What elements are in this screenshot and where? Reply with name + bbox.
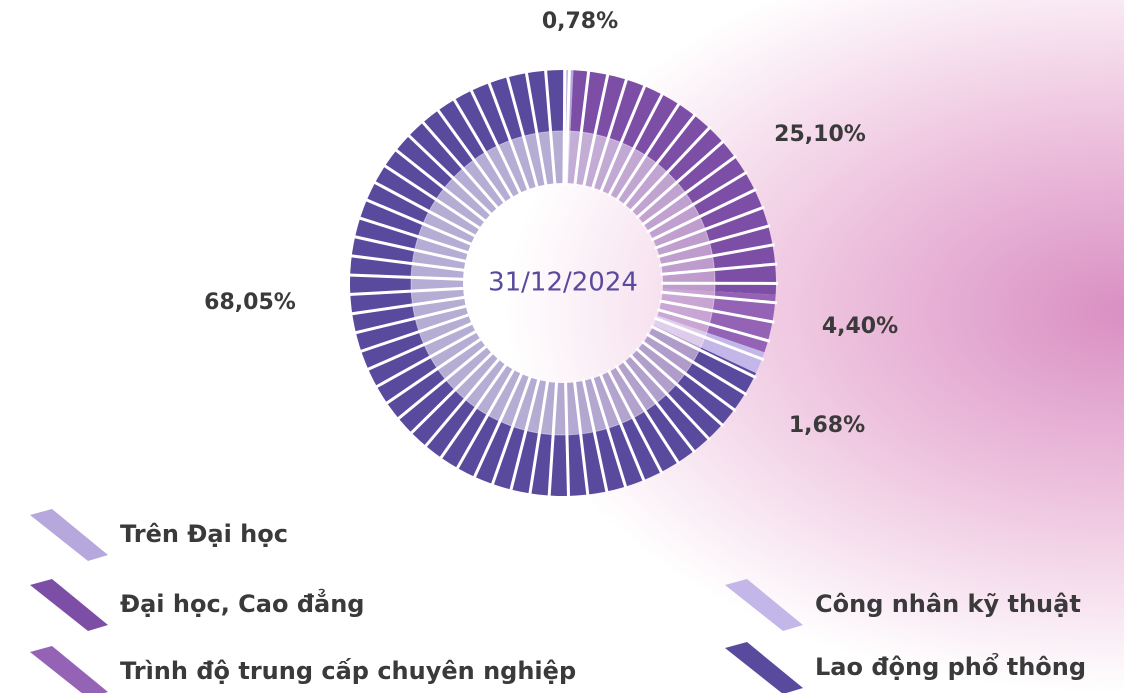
legend-label: Đại học, Cao đẳng <box>120 587 364 618</box>
spoke-gap <box>628 353 711 442</box>
spoke-gap <box>562 67 567 186</box>
spoke-gap <box>358 312 471 354</box>
spoke-gap <box>656 308 771 343</box>
spoke-gap <box>572 380 590 497</box>
spoke-gap <box>660 290 778 305</box>
legend-swatch <box>725 579 803 631</box>
spoke-gap <box>614 101 682 202</box>
spoke-gap <box>455 367 516 471</box>
spoke-gap <box>382 163 482 231</box>
legend-label: Trình độ trung cấp chuyên nghiệp <box>120 657 576 685</box>
value-label: 68,05% <box>204 290 296 315</box>
spoke-gap <box>629 125 712 213</box>
value-label: 25,10% <box>774 122 866 147</box>
legend-swatch <box>30 509 108 561</box>
spoke-gap <box>564 68 571 186</box>
ring-divider <box>410 130 716 436</box>
spoke-gap <box>420 119 500 211</box>
spoke-gap <box>640 340 737 413</box>
spoke-gap <box>349 254 466 273</box>
spoke-gap <box>472 371 524 480</box>
spoke-gap <box>409 350 495 436</box>
spoke-gap <box>635 347 725 428</box>
spoke-gap <box>524 70 548 187</box>
spoke-gap <box>374 329 479 389</box>
spoke-gap <box>547 380 559 498</box>
spoke-gap <box>350 295 467 316</box>
spoke-gap <box>590 77 629 190</box>
spoke-gap <box>372 180 478 239</box>
spoke-gap <box>384 336 483 406</box>
spoke-gap <box>487 80 531 192</box>
spoke-gap <box>599 83 647 194</box>
spoke-gap <box>352 234 468 264</box>
spoke-gap <box>438 362 509 461</box>
spoke-gap <box>621 359 697 454</box>
spoke-gap <box>650 187 758 242</box>
legend-swatch <box>30 579 108 631</box>
spoke-gap <box>598 373 646 483</box>
legend-swatch <box>725 642 803 693</box>
spoke-gap <box>564 380 571 498</box>
spoke-gap <box>353 304 469 335</box>
spoke-gap <box>650 324 757 379</box>
spoke-gap <box>452 97 515 200</box>
legend-label: Trên Đại học <box>120 520 288 548</box>
spoke-gap <box>357 216 471 255</box>
value-label: 1,68% <box>789 413 865 438</box>
value-label: 4,40% <box>822 314 898 339</box>
spoke-gap <box>364 197 474 247</box>
spoke-gap <box>659 243 775 267</box>
spoke-gap <box>543 68 557 186</box>
spoke-gap <box>423 356 501 449</box>
spoke-gap <box>348 286 466 297</box>
spoke-gap <box>590 376 628 489</box>
center-label: 31/12/2024 <box>488 268 638 298</box>
spoke-gap <box>614 364 681 465</box>
legend-label: Công nhân kỹ thuật <box>815 590 1081 618</box>
spoke-gap <box>635 139 726 220</box>
spoke-gap <box>581 378 609 494</box>
spoke-gap <box>646 170 748 234</box>
spoke-gap <box>365 321 474 372</box>
spoke-gap <box>505 75 539 189</box>
spoke-gap <box>435 107 507 205</box>
spoke-gap <box>348 273 466 281</box>
spoke-gap <box>622 112 697 207</box>
spoke-gap <box>607 91 665 197</box>
spoke-gap <box>573 69 591 186</box>
spoke-gap <box>393 147 488 224</box>
spoke-gap <box>606 369 664 475</box>
spoke-gap <box>654 205 765 250</box>
value-label: 0,78% <box>542 9 618 34</box>
spoke-gap <box>654 316 765 362</box>
legend-swatch <box>30 646 108 693</box>
legend-label: Lao động phổ thông <box>815 651 1086 681</box>
spoke-gap <box>469 88 523 196</box>
spoke-gap <box>582 72 610 188</box>
spoke-gap <box>660 262 778 276</box>
spoke-gap <box>509 377 541 492</box>
spoke-gap <box>406 133 494 217</box>
spoke-gap <box>641 154 738 227</box>
spoke-gap <box>645 332 748 397</box>
spoke-gap <box>659 299 775 324</box>
spoke-gap <box>657 224 771 259</box>
spoke-gap <box>396 344 489 421</box>
spoke-gap <box>528 379 550 496</box>
spoke-gap <box>490 374 532 487</box>
